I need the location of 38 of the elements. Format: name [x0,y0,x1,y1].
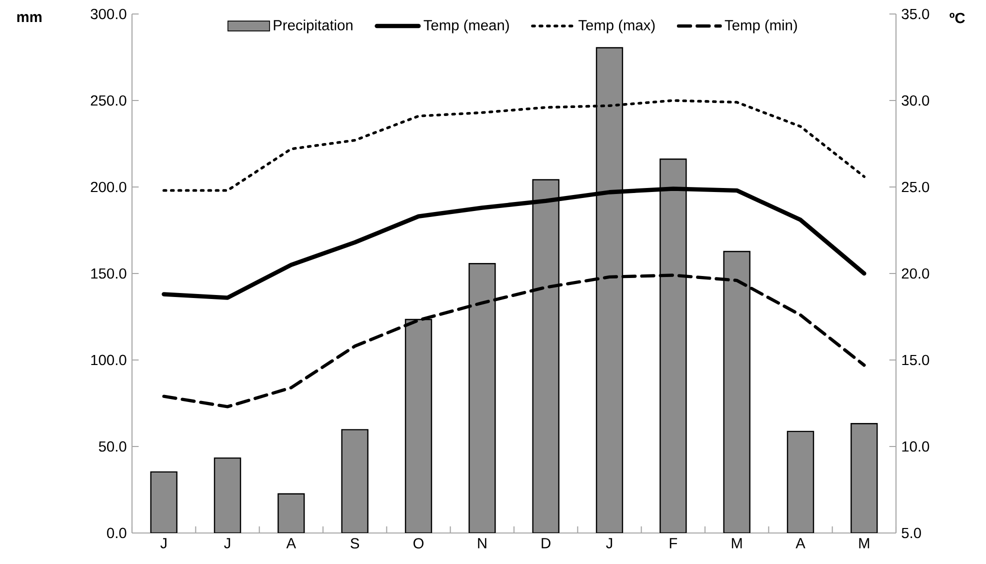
bar [341,429,368,533]
y2-tick-label: 5.0 [902,528,921,538]
y-tick-label: 50.0 [98,441,126,452]
x-tick-label: M [732,538,742,548]
y-tick-label: 300.0 [90,8,126,20]
x-tick-label: D [542,538,550,548]
x-tick-label: M [859,538,870,548]
x-tick-label: N [478,538,486,548]
y-tick-label: 250.0 [90,95,126,106]
y2-tick-label: 25.0 [902,182,930,192]
x-tick-label: J [160,538,166,548]
bar [786,430,814,533]
legend-label: Temp (max) [578,20,655,34]
x-tick-label: F [670,538,678,548]
y-tick-label: 200.0 [90,182,126,192]
y-axis-title: mm [17,14,42,22]
x-tick-label: A [286,538,296,548]
x-tick-label: A [796,538,806,548]
y2-tick-label: 15.0 [902,354,930,366]
y-tick-label: 0.0 [107,528,126,538]
legend-label: Temp (min) [724,20,797,34]
x-tick-label: J [606,538,612,548]
y-tick-label: 100.0 [91,354,126,366]
bar [850,423,878,533]
y-tick-label: 150.0 [91,268,126,279]
legend-label: Temp (mean) [424,20,509,34]
y2-tick-label: 35.0 [902,8,930,20]
y2-tick-label: 20.0 [902,268,930,279]
y2-tick-label: 10.0 [902,441,930,452]
bar [278,493,305,533]
x-tick-label: O [413,538,424,549]
bar [150,471,178,533]
legend-label: Precipitation [274,20,352,34]
x-tick-label: S [350,538,360,549]
y2-axis-title: ºC [950,12,965,24]
x-tick-label: J [224,538,230,548]
bar [214,457,242,533]
y2-tick-label: 30.0 [902,95,930,106]
